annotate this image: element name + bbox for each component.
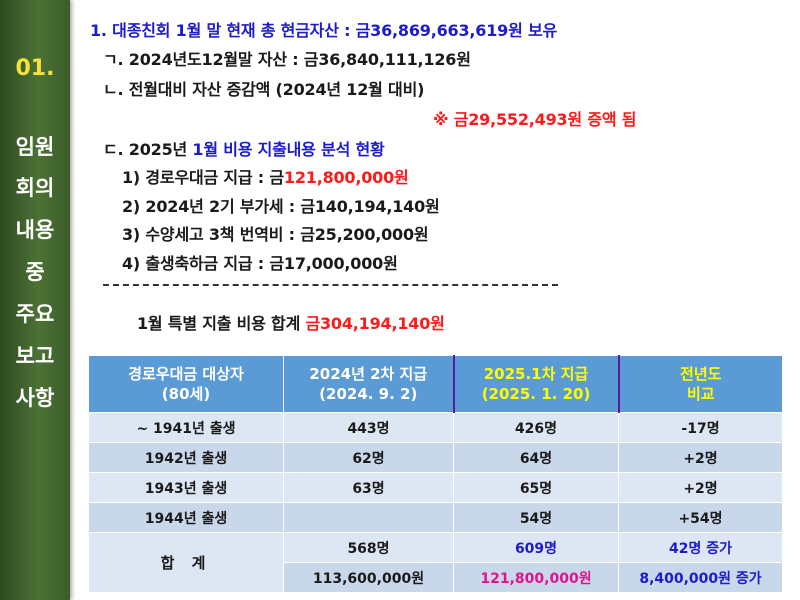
analysis-heading-blue: 1월 비용 지출내용 분석 현황 [192, 140, 385, 159]
table-cell: 8,400,000원 증가 [618, 562, 783, 593]
expense-total-label: 1월 특별 지출 비용 합계 [137, 314, 306, 333]
header-line: (2024. 9. 2) [319, 385, 418, 403]
table-row: ~ 1941년 출생 443명 426명 -17명 [88, 412, 783, 443]
senior-payment-table: 경로우대금 대상자 (80세) 2024년 2차 지급 (2024. 9. 2) 2… [88, 355, 783, 593]
header-line: 비교 [686, 385, 715, 403]
change-line: ㄴ. 전월대비 자산 증감액 (2024년 12월 대비) [103, 80, 425, 99]
sidebar: 01. 임원 회의 내용 중 주요 보고 사항 [0, 0, 70, 600]
sidebar-word: 회의 [15, 176, 55, 200]
table-cell: ~ 1941년 출생 [88, 412, 284, 443]
analysis-heading-prefix: ㄷ. 2025년 [103, 140, 193, 159]
table-cell: 113,600,000원 [283, 562, 454, 593]
expense-item: 1) 경로우대금 지급 : 금121,800,000원 [122, 164, 409, 188]
table-header-row: 경로우대금 대상자 (80세) 2024년 2차 지급 (2024. 9. 2) 2… [88, 355, 783, 413]
prev-assets-line: ㄱ. 2024년도12월말 자산 : 금36,840,111,126원 [103, 50, 471, 69]
expense-item-label: 1) 경로우대금 지급 : 금 [122, 168, 284, 187]
table-header: 경로우대금 대상자 (80세) [88, 355, 284, 413]
sidebar-word: 내용 [15, 218, 55, 242]
header-line: 2024년 2차 지급 [309, 365, 428, 383]
analysis-heading: ㄷ. 2025년 1월 비용 지출내용 분석 현황 [103, 136, 385, 160]
table-cell: 64명 [453, 442, 619, 473]
table-cell: 1943년 출생 [88, 472, 284, 503]
sidebar-word: 보고 [15, 344, 55, 368]
table-header: 2025.1차 지급 (2025. 1. 20) [452, 355, 620, 413]
table-cell: 65명 [453, 472, 619, 503]
expense-total: 1월 특별 지출 비용 합계 금304,194,140원 [137, 310, 445, 334]
table-cell: 121,800,000원 [453, 562, 619, 593]
table-row: 1944년 출생 54명 +54명 [88, 502, 783, 533]
table-cell [283, 502, 454, 533]
table-cell: 42명 증가 [618, 532, 783, 563]
table-cell: +2명 [618, 442, 783, 473]
table-cell: +2명 [618, 472, 783, 503]
header-line: 2025.1차 지급 [483, 365, 589, 383]
table-total-row: 합 계 568명 609명 42명 증가 [88, 532, 783, 593]
expense-total-amount: 금304,194,140원 [305, 314, 445, 333]
total-label: 합 계 [88, 532, 284, 593]
header-line: (80세) [161, 385, 211, 403]
expense-item: 3) 수양세고 3책 번역비 : 금25,200,000원 [122, 225, 429, 244]
expense-item-amount: 121,800,000원 [283, 168, 409, 187]
table-cell: 54명 [453, 502, 619, 533]
expense-item: 4) 출생축하금 지급 : 금17,000,000원 [122, 254, 398, 273]
total-assets-line: 1. 대종친회 1월 말 현재 총 현금자산 : 금36,869,663,619… [90, 21, 558, 40]
table-cell: 609명 [453, 532, 619, 563]
header-line: 경로우대금 대상자 [128, 365, 244, 383]
table-row: 1943년 출생 63명 65명 +2명 [88, 472, 783, 503]
section-number: 01. [15, 56, 55, 81]
table-total-row: 113,600,000원 121,800,000원 8,400,000원 증가 [89, 562, 783, 593]
sidebar-word: 임원 [15, 135, 55, 159]
sidebar-word: 중 [25, 260, 45, 284]
table-cell: 443명 [283, 412, 454, 443]
table-cell: -17명 [618, 412, 783, 443]
table-cell: 568명 [283, 532, 454, 563]
header-line: 전년도 [680, 365, 722, 383]
table-cell: 1942년 출생 [88, 442, 284, 473]
sidebar-word: 주요 [15, 302, 55, 326]
divider [103, 284, 558, 286]
table-cell: 62명 [283, 442, 454, 473]
sidebar-word: 사항 [15, 386, 55, 410]
table-header: 2024년 2차 지급 (2024. 9. 2) [283, 355, 454, 413]
table-cell: 426명 [453, 412, 619, 443]
table-cell: 1944년 출생 [88, 502, 284, 533]
increase-note: ※ 금29,552,493원 증액 됨 [433, 110, 637, 129]
expense-item: 2) 2024년 2기 부가세 : 금140,194,140원 [122, 197, 440, 216]
table-cell: +54명 [618, 502, 783, 533]
header-line: (2025. 1. 20) [481, 385, 591, 403]
table-row: 1942년 출생 62명 64명 +2명 [88, 442, 783, 473]
table-cell: 63명 [283, 472, 454, 503]
